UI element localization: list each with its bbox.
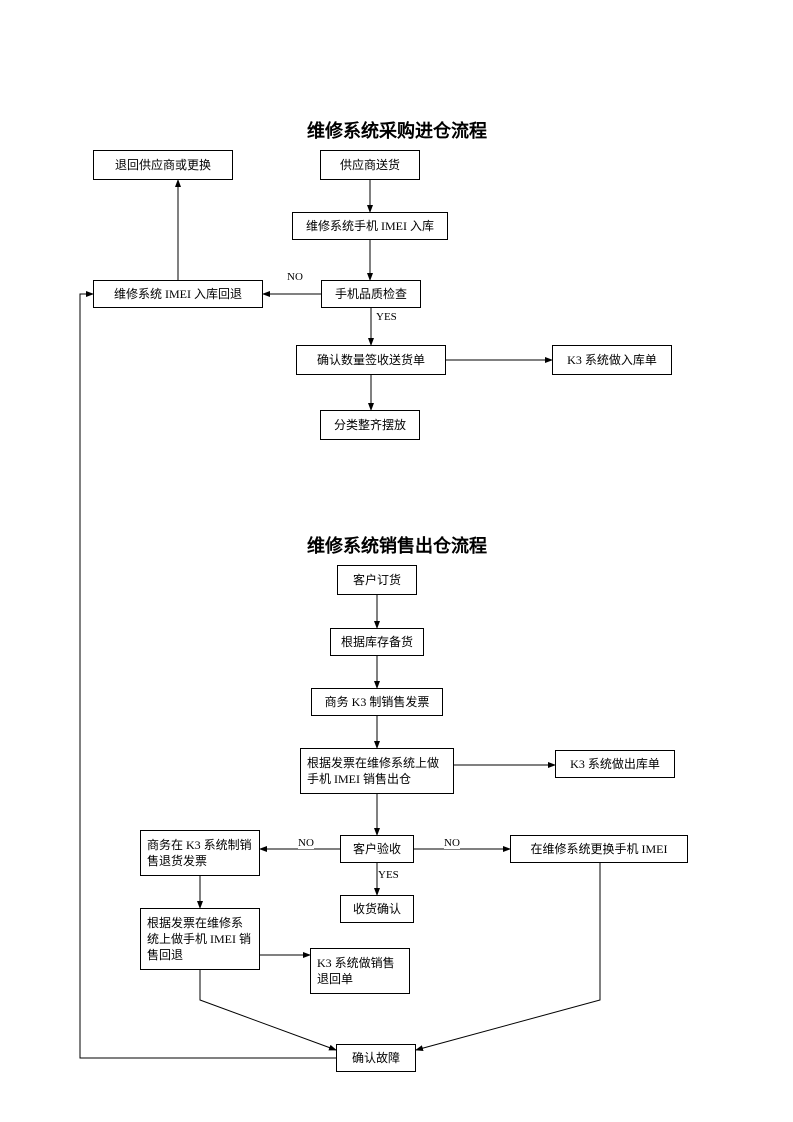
node-k3-invoice: 商务 K3 制销售发票 xyxy=(311,688,443,716)
label-yes-2: YES xyxy=(378,869,399,881)
node-k3-refund: 商务在 K3 系统制销售退货发票 xyxy=(140,830,260,876)
node-swap: 在维修系统更换手机 IMEI xyxy=(510,835,688,863)
label-yes-1: YES xyxy=(376,311,397,323)
node-imei-saleback: 根据发票在维修系统上做手机 IMEI 销售回退 xyxy=(140,908,260,970)
node-return-supplier: 退回供应商或更换 xyxy=(93,150,233,180)
node-sort: 分类整齐摆放 xyxy=(320,410,420,440)
node-order: 客户订货 xyxy=(337,565,417,595)
node-k3-in: K3 系统做入库单 xyxy=(552,345,672,375)
node-imei-return: 维修系统 IMEI 入库回退 xyxy=(93,280,263,308)
node-imei-out: 根据发票在维修系统上做手机 IMEI 销售出仓 xyxy=(300,748,454,794)
node-fault: 确认故障 xyxy=(336,1044,416,1072)
node-supplier-deliver: 供应商送货 xyxy=(320,150,420,180)
label-no-1: NO xyxy=(287,271,303,283)
node-accept: 客户验收 xyxy=(340,835,414,863)
node-k3-back: K3 系统做销售退回单 xyxy=(310,948,410,994)
title-1: 维修系统采购进仓流程 xyxy=(272,117,522,143)
node-k3-out: K3 系统做出库单 xyxy=(555,750,675,778)
label-no-3: NO xyxy=(444,837,460,849)
label-no-2: NO xyxy=(298,837,314,849)
node-imei-in: 维修系统手机 IMEI 入库 xyxy=(292,212,448,240)
title-2: 维修系统销售出仓流程 xyxy=(272,532,522,558)
node-stock: 根据库存备货 xyxy=(330,628,424,656)
node-quality: 手机品质检查 xyxy=(321,280,421,308)
page: 维修系统采购进仓流程 维修系统销售出仓流程 退回供应商或更换 供应商送货 维修系… xyxy=(0,0,793,1122)
node-confirm-rcv: 收货确认 xyxy=(340,895,414,923)
node-confirm-qty: 确认数量签收送货单 xyxy=(296,345,446,375)
